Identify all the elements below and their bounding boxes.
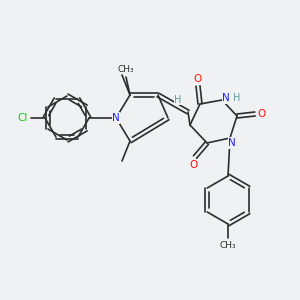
- Text: CH₃: CH₃: [220, 242, 236, 250]
- Text: Cl: Cl: [18, 113, 28, 123]
- Text: H: H: [233, 93, 241, 103]
- Text: CH₃: CH₃: [118, 64, 134, 74]
- Text: H: H: [174, 95, 182, 105]
- Text: O: O: [189, 160, 197, 170]
- Text: N: N: [222, 93, 230, 103]
- Text: N: N: [228, 138, 236, 148]
- Text: O: O: [194, 74, 202, 84]
- Text: N: N: [112, 113, 120, 123]
- Text: O: O: [258, 109, 266, 119]
